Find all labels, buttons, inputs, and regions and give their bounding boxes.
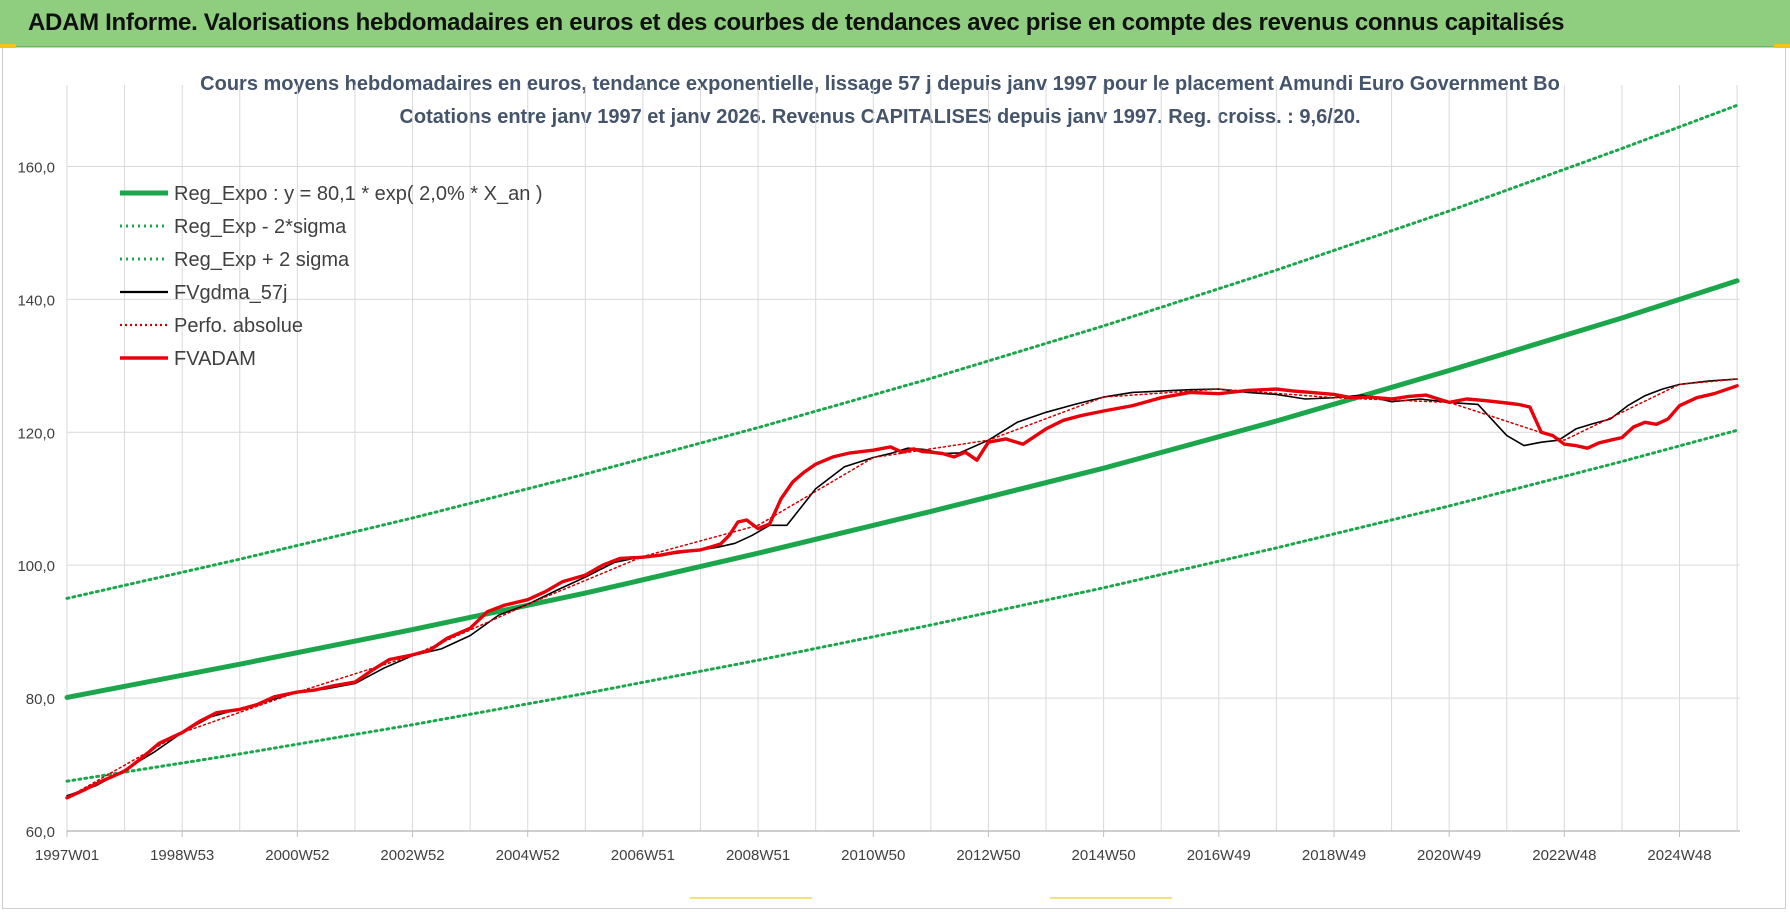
x-tick-label: 2002W52 (380, 847, 444, 864)
reg-expo-line (64, 278, 1740, 700)
legend-label: Reg_Expo : y = 80,1 * exp( 2,0% * X_an ) (174, 183, 543, 205)
y-tick-label: 80,0 (26, 691, 55, 708)
x-tick-label: 2016W49 (1187, 847, 1251, 864)
banner: ADAM Informe. Valorisations hebdomadaire… (0, 0, 1790, 47)
x-tick-label: 1997W01 (35, 847, 99, 864)
x-tick-label: 2022W48 (1532, 847, 1596, 864)
y-tick-label: 60,0 (26, 824, 55, 841)
x-tick-label: 2010W50 (841, 847, 905, 864)
perfo-absolue-line (66, 378, 1738, 799)
x-tick-label: 2000W52 (265, 847, 329, 864)
corner-accent-left (0, 44, 16, 48)
fvgdma-57j-line (66, 378, 1738, 797)
banner-title: ADAM Informe. Valorisations hebdomadaire… (28, 9, 1565, 36)
chart-title: Cours moyens hebdomadaires en euros, ten… (200, 73, 1560, 95)
legend-label: Reg_Exp + 2 sigma (174, 249, 350, 271)
legend-label: FVADAM (174, 348, 256, 370)
legend-label: FVgdma_57j (174, 282, 287, 304)
x-tick-label: 2014W50 (1072, 847, 1136, 864)
reg-plus-2sigma-line (65, 103, 1739, 600)
bottom-accent-line-2 (1050, 897, 1172, 899)
reg-minus-2sigma-line (65, 428, 1739, 783)
x-tick-label: 2004W52 (496, 847, 560, 864)
x-tick-label: 2020W49 (1417, 847, 1481, 864)
legend-label: Perfo. absolue (174, 315, 303, 337)
corner-accent-right (1774, 44, 1790, 48)
fvadam-line (65, 384, 1739, 800)
y-tick-label: 160,0 (17, 159, 55, 176)
x-tick-label: 2024W48 (1647, 847, 1711, 864)
x-tick-label: 2018W49 (1302, 847, 1366, 864)
legend-label: Reg_Exp - 2*sigma (174, 216, 347, 238)
x-tick-label: 1998W53 (150, 847, 214, 864)
x-tick-label: 2012W50 (956, 847, 1020, 864)
x-tick-label: 2006W51 (611, 847, 675, 864)
bottom-accent-line-1 (690, 897, 812, 899)
legend: Reg_Expo : y = 80,1 * exp( 2,0% * X_an )… (120, 183, 543, 370)
chart-subtitle: Cotations entre janv 1997 et janv 2026. … (399, 106, 1361, 128)
y-tick-label: 120,0 (17, 425, 55, 442)
y-tick-label: 100,0 (17, 558, 55, 575)
y-tick-label: 140,0 (17, 292, 55, 309)
x-tick-label: 2008W51 (726, 847, 790, 864)
chart-frame (2, 47, 1786, 909)
